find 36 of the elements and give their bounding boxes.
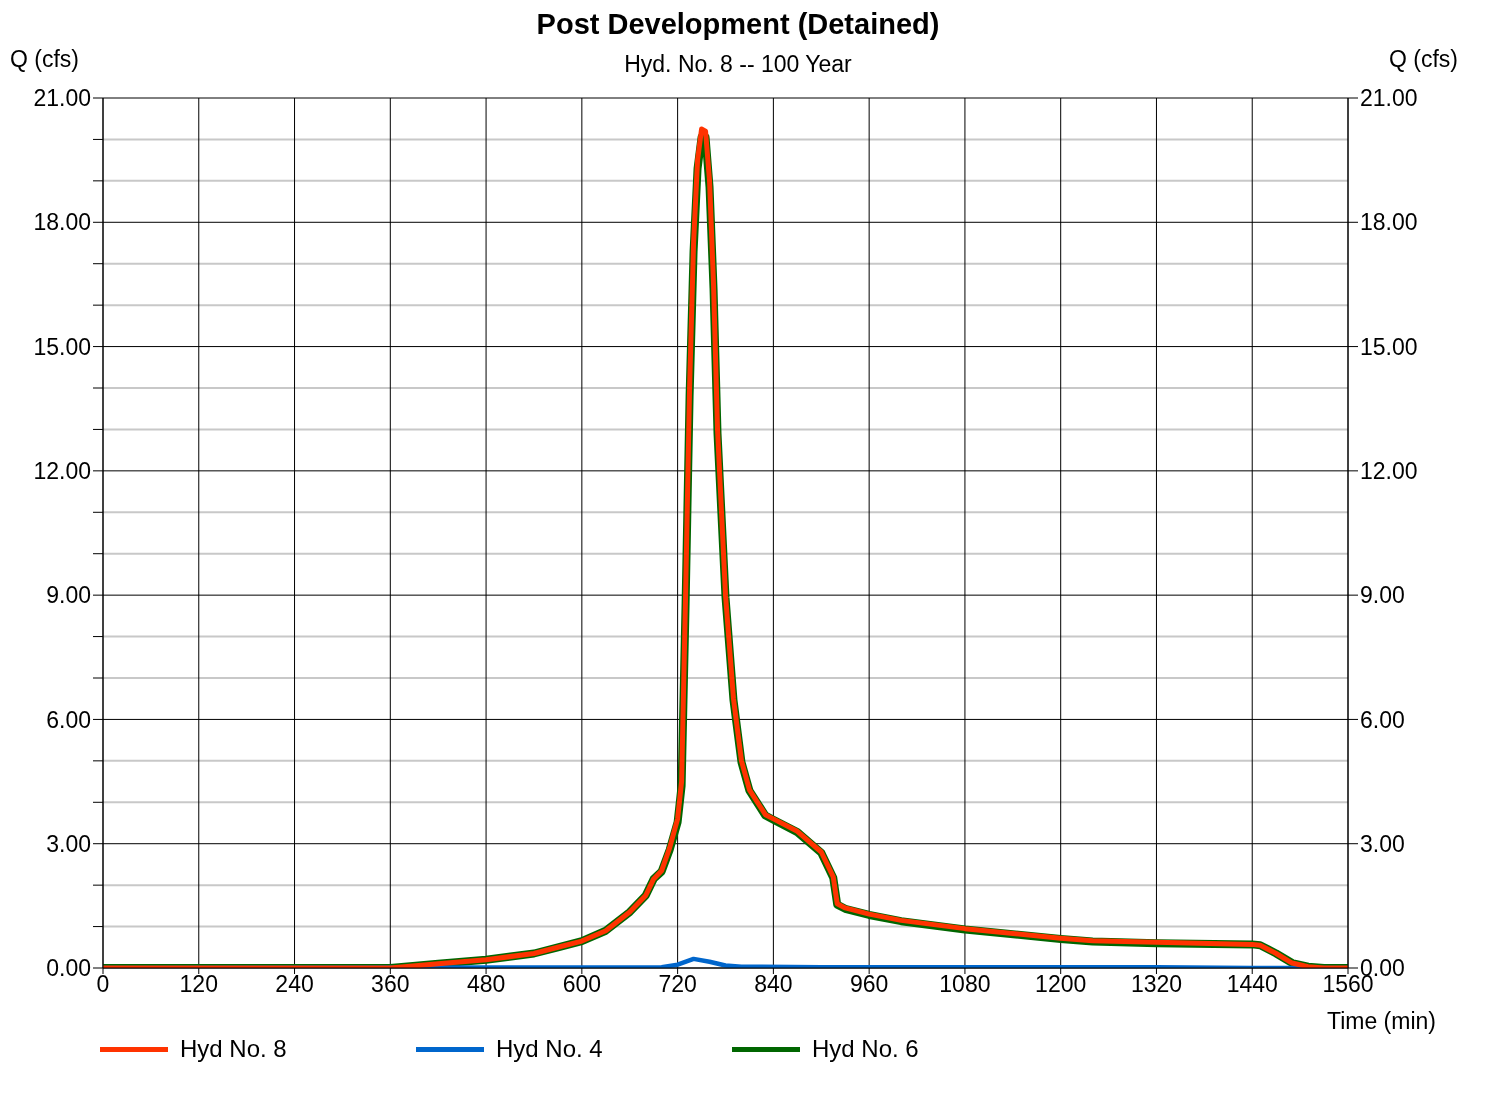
x-tick-label: 600 xyxy=(562,971,602,998)
x-tick-label: 1080 xyxy=(939,971,991,998)
y2-tick-label: 9.00 xyxy=(1360,582,1405,609)
y-axis-title: Q (cfs) xyxy=(10,46,79,72)
y2-tick-label: 12.00 xyxy=(1360,458,1418,485)
y2-tick-label: 6.00 xyxy=(1360,706,1405,733)
y-tick-label: 3.00 xyxy=(46,830,91,857)
x-tick-label: 1200 xyxy=(1035,971,1087,998)
legend-label: Hyd No. 6 xyxy=(812,1035,919,1063)
y-tick-label: 21.00 xyxy=(33,85,91,112)
x-tick-label: 1320 xyxy=(1130,971,1183,998)
x-axis-title: Time (min) xyxy=(1326,1008,1436,1034)
x-tick-label: 960 xyxy=(849,971,889,998)
x-tick-label: 360 xyxy=(371,971,410,998)
y-tick-label: 12.00 xyxy=(33,458,91,485)
x-tick-label: 1440 xyxy=(1226,971,1278,998)
x-tick-label: 240 xyxy=(275,971,314,998)
x-tick-label: 480 xyxy=(466,971,506,998)
y2-axis-title: Q (cfs) xyxy=(1389,46,1458,72)
legend-label: Hyd No. 4 xyxy=(496,1035,603,1063)
y2-tick-label: 15.00 xyxy=(1360,333,1418,360)
y2-tick-label: 3.00 xyxy=(1360,830,1405,857)
y2-tick-label: 18.00 xyxy=(1360,209,1418,236)
x-tick-label: 0 xyxy=(96,971,110,998)
x-tick-label: 720 xyxy=(658,971,697,998)
y-tick-label: 0.00 xyxy=(46,955,91,982)
x-tick-label: 120 xyxy=(179,971,218,998)
y-tick-label: 18.00 xyxy=(33,209,91,236)
chart-subtitle: Hyd. No. 8 -- 100 Year xyxy=(624,51,852,77)
x-tick-label: 840 xyxy=(754,971,793,998)
legend-label: Hyd No. 8 xyxy=(180,1035,287,1063)
y-tick-label: 6.00 xyxy=(46,706,91,733)
chart-title: Post Development (Detained) xyxy=(536,8,940,40)
y2-tick-label: 21.00 xyxy=(1360,85,1418,112)
y-tick-label: 9.00 xyxy=(46,582,91,609)
y-tick-label: 15.00 xyxy=(33,333,91,360)
